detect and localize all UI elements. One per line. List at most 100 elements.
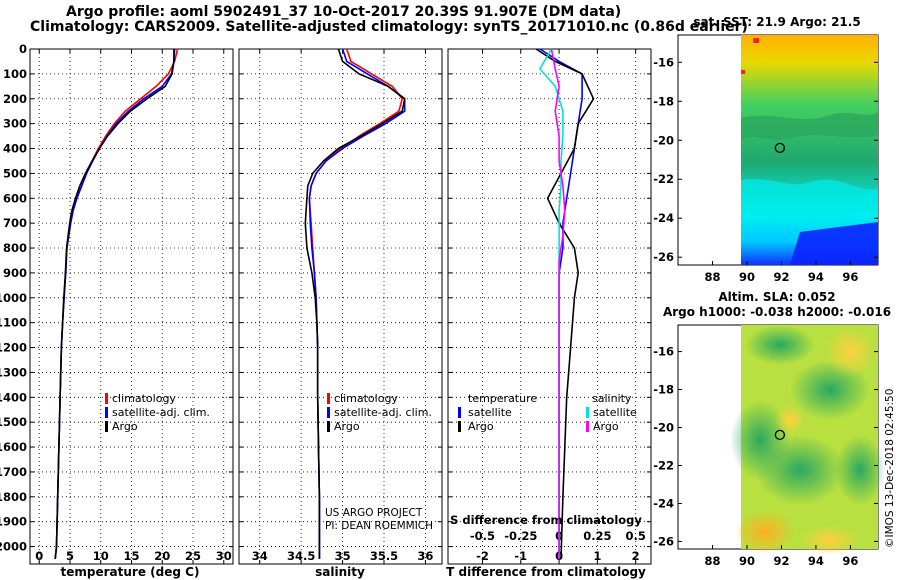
map-x-tick-label: 94: [808, 270, 824, 284]
depth-tick-label: 500: [3, 166, 27, 180]
sla-profile-marker: [774, 429, 785, 441]
depth-tick-label: 1500: [0, 415, 27, 429]
sst-heatmap: [741, 35, 878, 265]
legend-label-climatology: climatology: [112, 392, 176, 405]
difference-legend: temperature satellite Argo salinity sate…: [458, 392, 637, 433]
legend-swatch-t-satellite: [458, 407, 461, 418]
map-x-tick-label: 96: [842, 270, 858, 284]
project-annotation: US ARGO PROJECT: [325, 507, 423, 519]
map-y-tick-label: -18: [653, 383, 674, 397]
sst-map-title: sat. SST: 21.9 Argo: 21.5: [693, 15, 860, 29]
sst-profile-marker: [774, 142, 785, 154]
map-x-tick-label: 90: [739, 554, 755, 568]
salinity-plot-frame: [238, 48, 443, 565]
sla-heatmap: [730, 325, 885, 555]
sst-blue-patch: [790, 222, 878, 265]
legend-label-t-argo: Argo: [468, 420, 494, 433]
salinity-panel: 34 34.5 35 35.5 36 salinity climatology sate…: [238, 48, 443, 579]
legend-label-argo: Argo: [112, 420, 138, 433]
depth-tick-label: 1900: [0, 515, 27, 529]
s-tick-label: 0.5: [625, 529, 645, 543]
x-tick-label: 36: [417, 549, 433, 563]
x-tick-label: 35.5: [370, 549, 398, 563]
depth-tick-label: 300: [3, 117, 27, 131]
legend-label-satellite: satellite-adj. clim.: [112, 406, 210, 419]
map-y-tick-label: -16: [653, 55, 674, 69]
legend-swatch-climatology: [327, 393, 330, 404]
legend-swatch-argo: [327, 421, 330, 432]
sla-high-blob: [800, 525, 860, 555]
depth-tick-label: 1800: [0, 490, 27, 504]
map-x-tick-label: 96: [842, 554, 858, 568]
salinity-lines: [304, 48, 406, 559]
sst-cyan-band: [741, 178, 878, 222]
t-difference-axis-label: T difference from climatology: [446, 565, 646, 579]
x-tick-label: 1: [593, 549, 601, 563]
map-y-tick-label: -24: [653, 496, 674, 510]
temperature-grid: [30, 48, 233, 564]
depth-tick-label: 700: [3, 216, 27, 230]
legend-label-climatology: climatology: [334, 392, 398, 405]
legend-label-argo: Argo: [334, 420, 360, 433]
x-tick-label: -2: [476, 549, 489, 563]
sla-map-subtitle: Argo h1000: -0.038 h2000: -0.016: [663, 305, 891, 319]
x-tick-label: 35: [335, 549, 351, 563]
salinity-axis-label: salinity: [315, 565, 365, 579]
sst-hot-patch: [753, 38, 759, 43]
salinity-x-axis: 34 34.5 35 35.5 36: [252, 549, 434, 563]
map-x-tick-label: 92: [773, 270, 789, 284]
sla-high-blob: [735, 510, 795, 554]
pi-annotation: PI: DEAN ROEMMICH: [325, 520, 433, 532]
temperature-axis-label: temperature (deg C): [61, 565, 200, 579]
s-difference-axis-label: S difference from climatology: [450, 513, 642, 527]
map-y-tick-label: -24: [653, 211, 674, 225]
depth-tick-label: 1300: [0, 365, 27, 379]
x-tick-label: -1: [514, 549, 527, 563]
depth-tick-label: 1000: [0, 291, 27, 305]
legend-swatch-s-satellite: [586, 407, 589, 418]
x-tick-label: 34.5: [287, 549, 315, 563]
depth-tick-label: 1100: [0, 316, 27, 330]
x-tick-label: 20: [154, 549, 170, 563]
salinity-grid: [239, 48, 442, 564]
depth-tick-label: 100: [3, 67, 27, 81]
temperature-lines: [54, 48, 179, 560]
difference-lines: [535, 48, 595, 560]
map-y-tick-label: -26: [653, 534, 674, 548]
map-y-tick-label: -16: [653, 345, 674, 359]
series-line-argo: [304, 48, 406, 559]
map-y-tick-label: -20: [653, 133, 674, 147]
map-y-tick-label: -20: [653, 421, 674, 435]
x-tick-label: 0: [35, 549, 43, 563]
x-tick-label: 34: [252, 549, 268, 563]
depth-tick-label: 600: [3, 191, 27, 205]
map-x-tick-label: 90: [739, 270, 755, 284]
difference-panel: -2 -1 0 1 2 -0.5 -0.25 0 0.25 0.5 T difference f…: [446, 48, 652, 579]
temperature-panel: 0100200300400500600700800900100011001200…: [0, 42, 234, 579]
sst-map-axes: 88 90 92 94 96 -16 -18 -20 -22 -24 -26: [653, 55, 878, 284]
x-tick-label: 30: [216, 549, 232, 563]
legend-label-s-argo: Argo: [593, 420, 619, 433]
temperature-legend: climatology satellite-adj. clim. Argo: [105, 392, 210, 433]
legend-label-s-satellite: satellite: [593, 406, 637, 419]
map-x-tick-label: 94: [808, 554, 824, 568]
depth-tick-label: 900: [3, 266, 27, 280]
sla-high-blob: [775, 405, 805, 435]
sla-low-blob: [745, 325, 815, 365]
imos-credit: ©IMOS 13-Dec-2018 02:45:50: [884, 389, 896, 548]
sla-low-blob: [835, 435, 885, 505]
legend-label-t-satellite: satellite: [468, 406, 512, 419]
legend-swatch-t-argo: [458, 421, 461, 432]
x-tick-label: 10: [93, 549, 109, 563]
x-tick-label: 5: [66, 549, 74, 563]
figure-title-line-1: Argo profile: aoml 5902491_37 10-Oct-201…: [66, 4, 622, 20]
sla-map-title: Altim. SLA: 0.052: [718, 290, 835, 304]
salinity-legend: climatology satellite-adj. clim. Argo: [327, 392, 432, 433]
depth-tick-label: 1700: [0, 465, 27, 479]
map-y-tick-label: -26: [653, 250, 674, 264]
s-tick-label: -0.25: [504, 529, 537, 543]
map-y-tick-label: -22: [653, 458, 674, 472]
legend-swatch-satellite: [327, 407, 330, 418]
depth-tick-label: 2000: [0, 540, 27, 554]
